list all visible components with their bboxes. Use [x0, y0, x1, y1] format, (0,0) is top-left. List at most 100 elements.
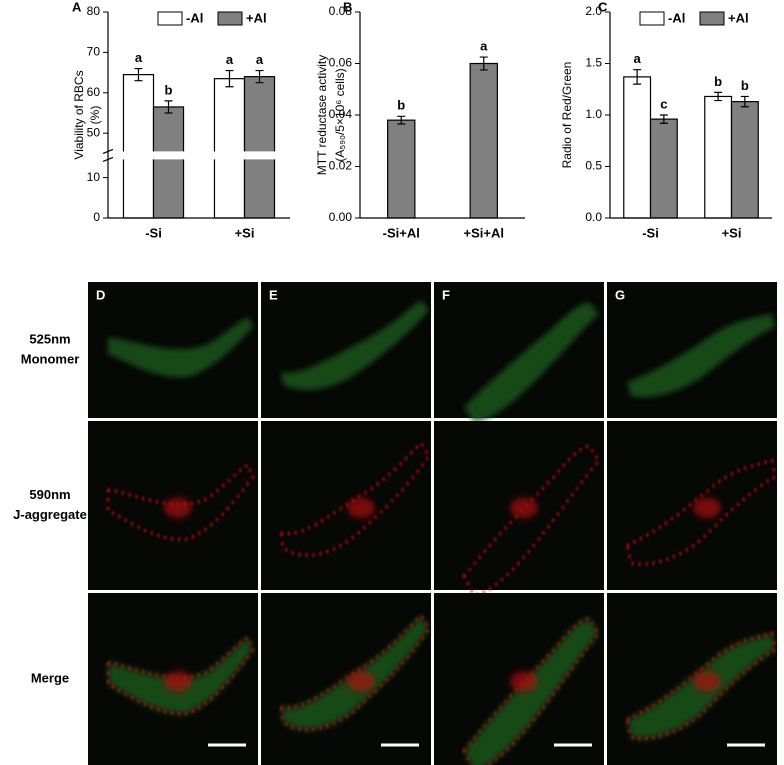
cell-red — [106, 461, 255, 542]
panel-label: C — [598, 0, 608, 14]
legend-label: +Al — [728, 10, 749, 25]
x-tick-label: -Si — [642, 225, 659, 240]
legend-label: +Al — [246, 10, 267, 25]
error-bar — [659, 114, 668, 124]
micrograph: E — [261, 282, 431, 418]
cell — [625, 458, 777, 567]
cell — [462, 616, 602, 765]
x-tick-label: +Si — [235, 225, 255, 240]
y-tick-label: 1.0 — [585, 107, 602, 121]
y-tick-label: 60 — [87, 85, 101, 99]
micrograph: G — [607, 282, 777, 418]
y-axis-label: Viability of RBCs — [72, 70, 86, 159]
cell — [279, 440, 431, 557]
cell-green — [627, 314, 775, 398]
cell — [108, 317, 253, 378]
y-axis-label: Radio of Red/Green — [560, 62, 574, 169]
x-tick-label: +Si+Al — [464, 225, 504, 240]
cell-green — [281, 615, 429, 730]
panel-label: B — [343, 0, 352, 14]
bar — [387, 119, 416, 219]
bar — [704, 95, 733, 219]
error-bar — [164, 100, 173, 114]
error-bar — [740, 95, 749, 108]
red-aggregate — [510, 671, 538, 692]
significance-letter: a — [256, 52, 264, 67]
error-bar — [255, 69, 264, 84]
panel-label: D — [96, 287, 105, 302]
cell-green — [281, 300, 429, 390]
significance-letter: b — [741, 78, 749, 93]
axis-break — [102, 151, 290, 160]
legend-label: -Al — [668, 10, 685, 25]
error-bar — [397, 115, 406, 125]
cell — [279, 613, 431, 732]
cell — [462, 443, 602, 597]
y-axis-label: (A₅₉₀/5×10⁶ cells) — [333, 68, 347, 161]
y-tick-label: 0 — [93, 210, 100, 224]
bar — [152, 106, 185, 219]
cell-red — [106, 634, 255, 716]
x-tick-label: -Si — [145, 225, 162, 240]
y-axis-label: (%) — [88, 106, 102, 125]
y-tick-label: 0.5 — [585, 159, 602, 173]
row-label: 590nm — [29, 487, 70, 502]
micrograph — [88, 593, 258, 765]
significance-letter: a — [226, 52, 234, 67]
cell-red — [279, 440, 431, 557]
legend-swatch — [157, 11, 183, 26]
red-aggregate — [164, 498, 192, 518]
significance-letter: b — [165, 82, 173, 97]
bar — [122, 74, 155, 219]
bar — [213, 78, 246, 219]
y-tick-label: 0.06 — [329, 56, 353, 70]
y-tick-label: 10 — [87, 170, 101, 184]
row-label: J-aggregate — [13, 507, 87, 522]
red-aggregate — [693, 498, 721, 518]
red-aggregate — [693, 671, 721, 692]
panel-label: F — [442, 287, 450, 302]
y-tick-label: 0.0 — [585, 210, 602, 224]
y-tick-label: 2.0 — [585, 4, 602, 18]
micrograph: D — [88, 282, 258, 418]
bar — [469, 62, 498, 219]
red-aggregate — [347, 671, 375, 692]
cell — [464, 302, 599, 422]
legend-swatch — [217, 11, 243, 26]
red-aggregate — [347, 498, 375, 518]
bar — [623, 76, 652, 219]
y-tick-label: 0.04 — [329, 107, 353, 121]
cell — [281, 300, 429, 390]
error-bar — [714, 91, 723, 102]
cell-green — [108, 637, 253, 714]
significance-letter: a — [634, 51, 642, 66]
cell-red — [279, 613, 431, 732]
micrograph — [434, 593, 604, 765]
legend-swatch — [639, 11, 665, 26]
micrograph-background — [261, 421, 431, 590]
cell — [106, 634, 255, 716]
y-tick-label: 80 — [87, 4, 101, 18]
red-aggregate — [164, 671, 192, 692]
legend-label: -Al — [186, 10, 203, 25]
y-tick-label: 0.08 — [329, 4, 353, 18]
error-bar — [479, 56, 488, 71]
micrograph-background — [607, 421, 777, 590]
cell-red — [625, 458, 777, 567]
error-bar — [134, 67, 143, 82]
x-tick-label: -Si+Al — [383, 225, 420, 240]
y-tick-label: 0.02 — [329, 159, 353, 173]
significance-letter: b — [714, 74, 722, 89]
micrograph — [88, 421, 258, 590]
micrograph: F — [434, 282, 604, 422]
micrograph — [607, 593, 777, 765]
row-label: Merge — [31, 670, 69, 685]
y-tick-label: 70 — [87, 45, 101, 59]
cell-red — [625, 631, 777, 741]
y-tick-label: 1.5 — [585, 56, 602, 70]
micrograph-background — [434, 282, 604, 418]
y-tick-label: 0.00 — [329, 210, 353, 224]
micrograph — [261, 421, 431, 590]
significance-letter: a — [135, 50, 143, 65]
